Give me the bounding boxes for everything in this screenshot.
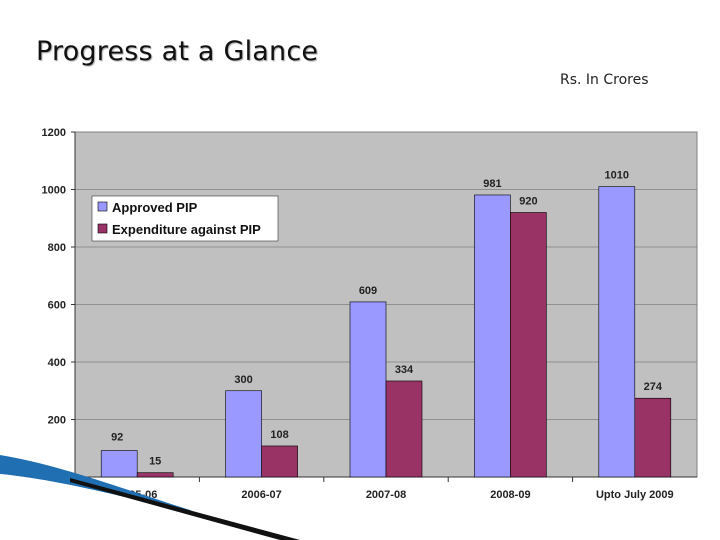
- data-label: 300: [234, 374, 252, 386]
- data-label: 1010: [605, 170, 629, 182]
- x-tick-label: 2007-08: [366, 489, 406, 501]
- bar-approved-pip-4: [598, 186, 636, 478]
- x-tick-label: 2008-09: [490, 489, 530, 501]
- units-label: Rs. In Crores: [560, 72, 649, 88]
- slide-decoration: [0, 455, 300, 540]
- decorative-wedge: [70, 478, 300, 540]
- legend-label: Expenditure against PIP: [112, 222, 261, 237]
- bar-approved-pip-3: [474, 194, 511, 478]
- legend-label: Approved PIP: [112, 200, 198, 215]
- data-label: 108: [270, 429, 288, 441]
- bar-approved-pip-1: [225, 390, 262, 478]
- bar-approved-pip-2: [349, 301, 387, 478]
- legend-box: [91, 195, 279, 242]
- bar-expenditure-3: [510, 212, 547, 478]
- data-label: 920: [519, 196, 537, 208]
- y-tick-label: 1000: [42, 185, 66, 197]
- x-tick-label: Upto July 2009: [596, 489, 674, 501]
- legend: Approved PIP Expenditure against PIP: [91, 195, 279, 242]
- y-tick-label: 1200: [42, 127, 66, 139]
- data-label: 609: [359, 285, 377, 297]
- bar-expenditure-1: [261, 445, 298, 478]
- bar-expenditure-0: [136, 472, 174, 478]
- y-tick-label: 400: [48, 357, 66, 369]
- data-label: 334: [395, 364, 414, 376]
- bar-expenditure-4: [634, 397, 672, 478]
- decorative-swoosh-base: [0, 474, 240, 540]
- data-label: 15: [149, 456, 161, 468]
- plot-area: 02004006008001000120092152005-0630010820…: [42, 127, 698, 501]
- bar-expenditure-2: [385, 380, 423, 478]
- y-tick-label: 800: [48, 242, 66, 254]
- y-tick-label: 200: [48, 415, 66, 427]
- legend-swatch: [97, 223, 108, 234]
- data-label: 981: [483, 178, 501, 190]
- x-tick-label: 2006-07: [241, 489, 281, 501]
- bar-approved-pip-0: [100, 450, 138, 478]
- y-tick-label: 600: [48, 300, 66, 312]
- slide-title: Progress at a Glance: [36, 36, 319, 67]
- data-label: 92: [111, 432, 123, 444]
- legend-swatch: [97, 201, 108, 212]
- data-label: 274: [644, 381, 663, 393]
